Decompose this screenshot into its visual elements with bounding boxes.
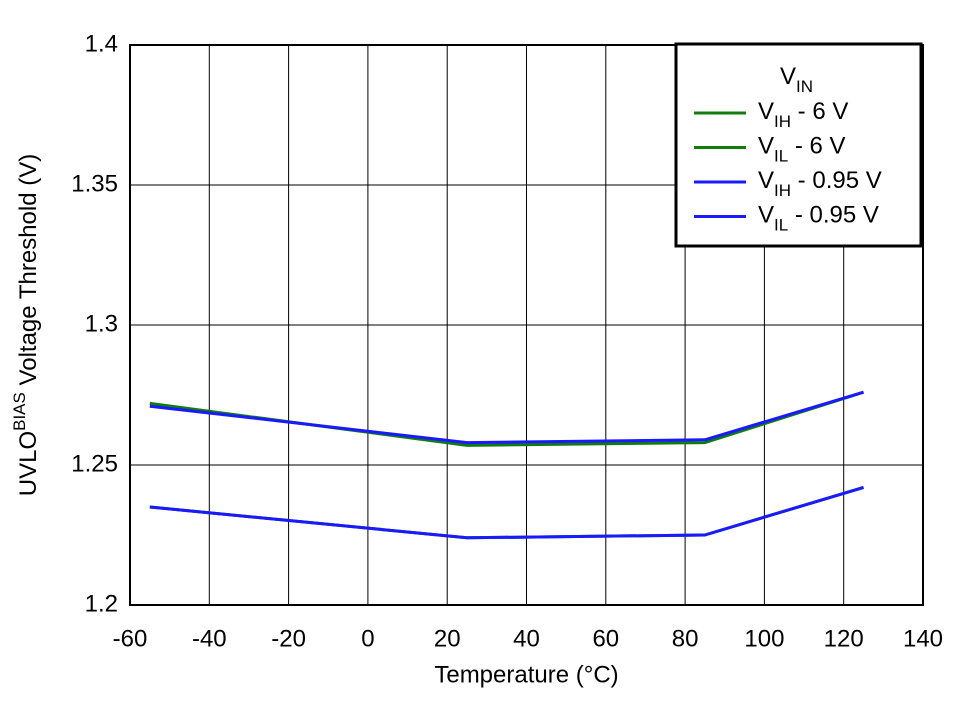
y-axis-title: UVLOBIAS Voltage Threshold (V) [10, 154, 42, 496]
y-tick-label: 1.3 [85, 310, 118, 337]
x-tick-label: 80 [672, 625, 699, 652]
x-tick-label: 0 [361, 625, 374, 652]
text-part: IH [774, 181, 791, 200]
x-tick-label: 120 [824, 625, 864, 652]
text-part: - 0.95 V [791, 167, 882, 194]
x-axis-title: Temperature (°C) [434, 661, 618, 688]
x-tick-label: -60 [113, 625, 148, 652]
text-part: V [758, 133, 774, 160]
legend-box [674, 42, 923, 248]
y-tick-label: 1.25 [71, 450, 118, 477]
text-part: V [758, 202, 774, 229]
plot-border [129, 44, 924, 606]
legend-label: VIH - 0.95 V [758, 167, 882, 200]
x-tick-label: 100 [744, 625, 784, 652]
y-tick-label: 1.2 [85, 590, 118, 617]
text-part: UVLO [15, 431, 42, 496]
x-tick-label: 40 [513, 625, 540, 652]
text-part: IL [774, 215, 788, 234]
legend-label: VIL - 6 V [758, 133, 846, 166]
series-line [149, 390, 864, 445]
text-part: BIAS [10, 392, 29, 431]
legend-label: VIL - 0.95 V [758, 202, 879, 235]
text-part: - 6 V [791, 98, 848, 125]
text-part: V [780, 63, 796, 90]
y-tick-label: 1.35 [71, 170, 118, 197]
text-part: V [758, 98, 774, 125]
text-part: IH [774, 112, 791, 131]
x-tick-label: 20 [434, 625, 461, 652]
text-part: V [758, 167, 774, 194]
y-tick-label: 1.4 [85, 30, 118, 57]
text-part: Voltage Threshold (V) [15, 154, 42, 392]
x-tick-label: 140 [903, 625, 943, 652]
x-tick-label: -20 [271, 625, 306, 652]
text-part: - 6 V [788, 133, 845, 160]
x-tick-label: 60 [592, 625, 619, 652]
text-part: - 0.95 V [788, 202, 879, 229]
legend-title: VIN [780, 63, 813, 96]
text-part: IN [796, 77, 813, 96]
legend-label: VIH - 6 V [758, 98, 848, 131]
x-tick-label: -40 [192, 625, 227, 652]
series-line [149, 485, 864, 540]
text-part: IL [774, 146, 788, 165]
